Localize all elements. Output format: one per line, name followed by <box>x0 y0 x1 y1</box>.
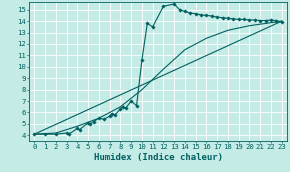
X-axis label: Humidex (Indice chaleur): Humidex (Indice chaleur) <box>94 153 222 162</box>
